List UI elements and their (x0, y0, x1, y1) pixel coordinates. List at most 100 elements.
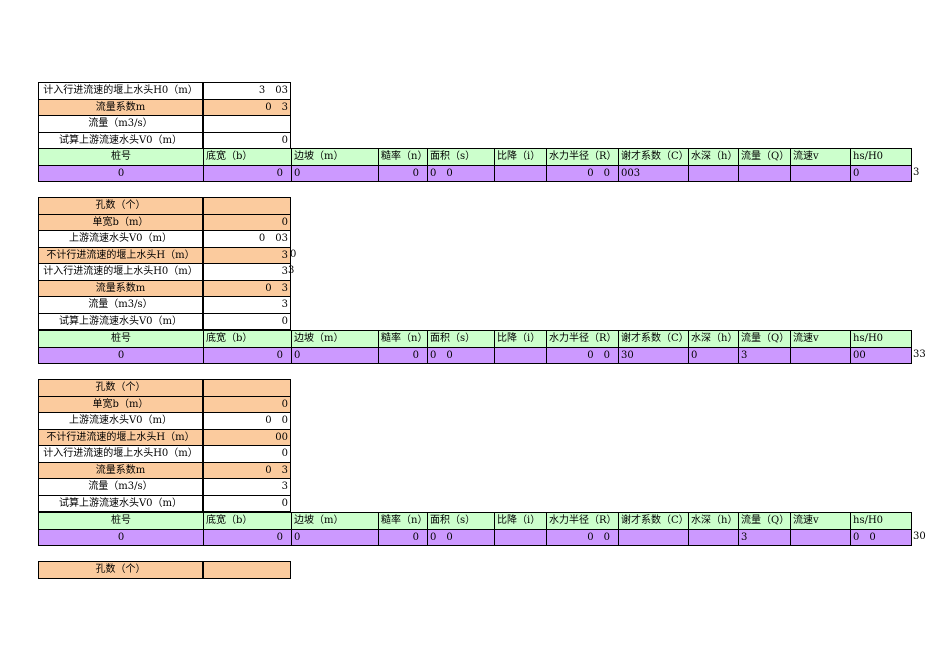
table-header-cell: 比降（i） (494, 512, 547, 530)
table-data-cell[interactable] (738, 164, 791, 182)
table-header-cell: 边坡（m） (291, 512, 379, 530)
table-data-cell[interactable]: 0 (291, 528, 379, 546)
table-data-cell[interactable]: 3 (738, 346, 791, 364)
param-value-cell[interactable]: 0 (203, 395, 291, 413)
table-header-cell: 比降（i） (494, 148, 547, 166)
table-header-cell: 糙率（n） (378, 148, 428, 166)
table-header-cell: 桩号 (38, 512, 204, 530)
param-value-cell[interactable]: 3 (203, 263, 291, 281)
table-data-cell[interactable]: 3 (738, 528, 791, 546)
table-header-cell: 面积（s） (427, 148, 495, 166)
table-data-cell[interactable] (790, 164, 851, 182)
table-data-cell[interactable]: 0 (203, 346, 292, 364)
table-header-cell: 水力半径（R） (546, 512, 619, 530)
param-value-cell[interactable]: 0 03 (203, 230, 291, 248)
table-header-cell: 水深（h） (688, 330, 739, 348)
table-data-cell[interactable]: 00 (850, 346, 912, 364)
param-value-cell[interactable]: 0 3 (203, 98, 291, 116)
table-data-cell[interactable]: 0 (203, 164, 292, 182)
param-value-cell[interactable]: 3 03 (203, 82, 291, 100)
table-header-cell: 水力半径（R） (546, 148, 619, 166)
param-value-cell[interactable] (203, 115, 291, 133)
table-header-cell: 比降（i） (494, 330, 547, 348)
param-label: 上游流速水头V0（m） (38, 412, 203, 430)
table-header-cell: 谢才系数（C） (618, 148, 689, 166)
table-data-cell[interactable]: 0 (378, 346, 428, 364)
overflow-value: 30 (913, 530, 926, 542)
param-label: 孔数（个） (38, 379, 203, 397)
param-value-cell[interactable] (203, 197, 291, 215)
table-header-cell: 流速v (790, 148, 851, 166)
table-data-cell[interactable] (494, 164, 547, 182)
table-data-cell[interactable] (494, 528, 547, 546)
table-header-cell: 面积（s） (427, 330, 495, 348)
table-header-cell: 底宽（b） (203, 512, 292, 530)
table-data-cell[interactable] (688, 528, 739, 546)
param-label: 流量（m3/s） (38, 115, 203, 133)
param-value-cell[interactable]: 0 0 (203, 412, 291, 430)
param-value-cell[interactable]: 0 3 (203, 279, 291, 297)
table-data-cell[interactable]: 0 (38, 528, 204, 546)
param-value-cell[interactable]: 00 (203, 428, 291, 446)
table-header-cell: 桩号 (38, 330, 204, 348)
table-data-cell[interactable]: 0 (291, 346, 379, 364)
param-value-cell[interactable]: 0 (203, 312, 291, 330)
table-header-cell: 谢才系数（C） (618, 512, 689, 530)
table-data-cell[interactable]: 0 (688, 346, 739, 364)
overflow-value: 0 (290, 248, 297, 260)
param-label: 孔数（个） (38, 197, 203, 215)
param-label: 单宽b（m） (38, 395, 203, 413)
param-label: 流量系数m (38, 279, 203, 297)
table-header-cell: 糙率（n） (378, 330, 428, 348)
table-header-cell: 边坡（m） (291, 148, 379, 166)
table-data-cell[interactable] (790, 346, 851, 364)
param-value-cell[interactable]: 0 (203, 131, 291, 149)
param-value-cell[interactable]: 0 (203, 213, 291, 231)
param-value-cell[interactable]: 3 (203, 296, 291, 314)
table-header-cell: 面积（s） (427, 512, 495, 530)
table-data-cell[interactable] (790, 528, 851, 546)
table-header-cell: 流量（Q） (738, 330, 791, 348)
table-data-cell[interactable]: 0 (850, 164, 912, 182)
table-data-cell[interactable]: 003 (618, 164, 689, 182)
table-data-cell[interactable]: 0 0 (546, 346, 619, 364)
param-label: 不计行进流速的堰上水头H（m） (38, 428, 203, 446)
table-data-cell[interactable]: 0 (378, 528, 428, 546)
table-header-cell: 流速v (790, 512, 851, 530)
table-data-cell[interactable]: 0 0 (546, 528, 619, 546)
param-value-cell[interactable] (203, 379, 291, 397)
table-header-cell: 水力半径（R） (546, 330, 619, 348)
param-value-cell[interactable]: 3 (203, 246, 291, 264)
table-data-cell[interactable]: 0 (38, 164, 204, 182)
table-header-cell: 底宽（b） (203, 148, 292, 166)
table-data-cell[interactable]: 0 0 (427, 164, 495, 182)
table-header-cell: 水深（h） (688, 148, 739, 166)
param-label: 不计行进流速的堰上水头H（m） (38, 246, 203, 264)
param-label: 试算上游流速水头V0（m） (38, 131, 203, 149)
table-header-cell: 水深（h） (688, 512, 739, 530)
param-value-cell[interactable]: 0 3 (203, 461, 291, 479)
table-data-cell[interactable]: 0 0 (850, 528, 912, 546)
param-value-cell[interactable]: 3 (203, 478, 291, 496)
table-data-cell[interactable]: 0 (378, 164, 428, 182)
table-data-cell[interactable] (494, 346, 547, 364)
table-data-cell[interactable] (618, 528, 689, 546)
param-value-cell[interactable]: 0 (203, 494, 291, 512)
table-data-cell[interactable]: 0 0 (427, 346, 495, 364)
param-value-cell[interactable]: 0 (203, 445, 291, 463)
table-data-cell[interactable]: 0 (291, 164, 379, 182)
table-header-cell: 糙率（n） (378, 512, 428, 530)
table-data-cell[interactable]: 0 (38, 346, 204, 364)
table-data-cell[interactable] (688, 164, 739, 182)
param-value-cell[interactable] (203, 561, 291, 579)
param-label: 试算上游流速水头V0（m） (38, 312, 203, 330)
table-data-cell[interactable]: 0 (203, 528, 292, 546)
table-data-cell[interactable]: 30 (618, 346, 689, 364)
table-header-cell: 流量（Q） (738, 512, 791, 530)
table-data-cell[interactable]: 0 0 (546, 164, 619, 182)
overflow-value: 33 (913, 348, 926, 360)
table-header-cell: 桩号 (38, 148, 204, 166)
table-data-cell[interactable]: 0 0 (427, 528, 495, 546)
param-label: 上游流速水头V0（m） (38, 230, 203, 248)
param-label: 流量（m3/s） (38, 296, 203, 314)
